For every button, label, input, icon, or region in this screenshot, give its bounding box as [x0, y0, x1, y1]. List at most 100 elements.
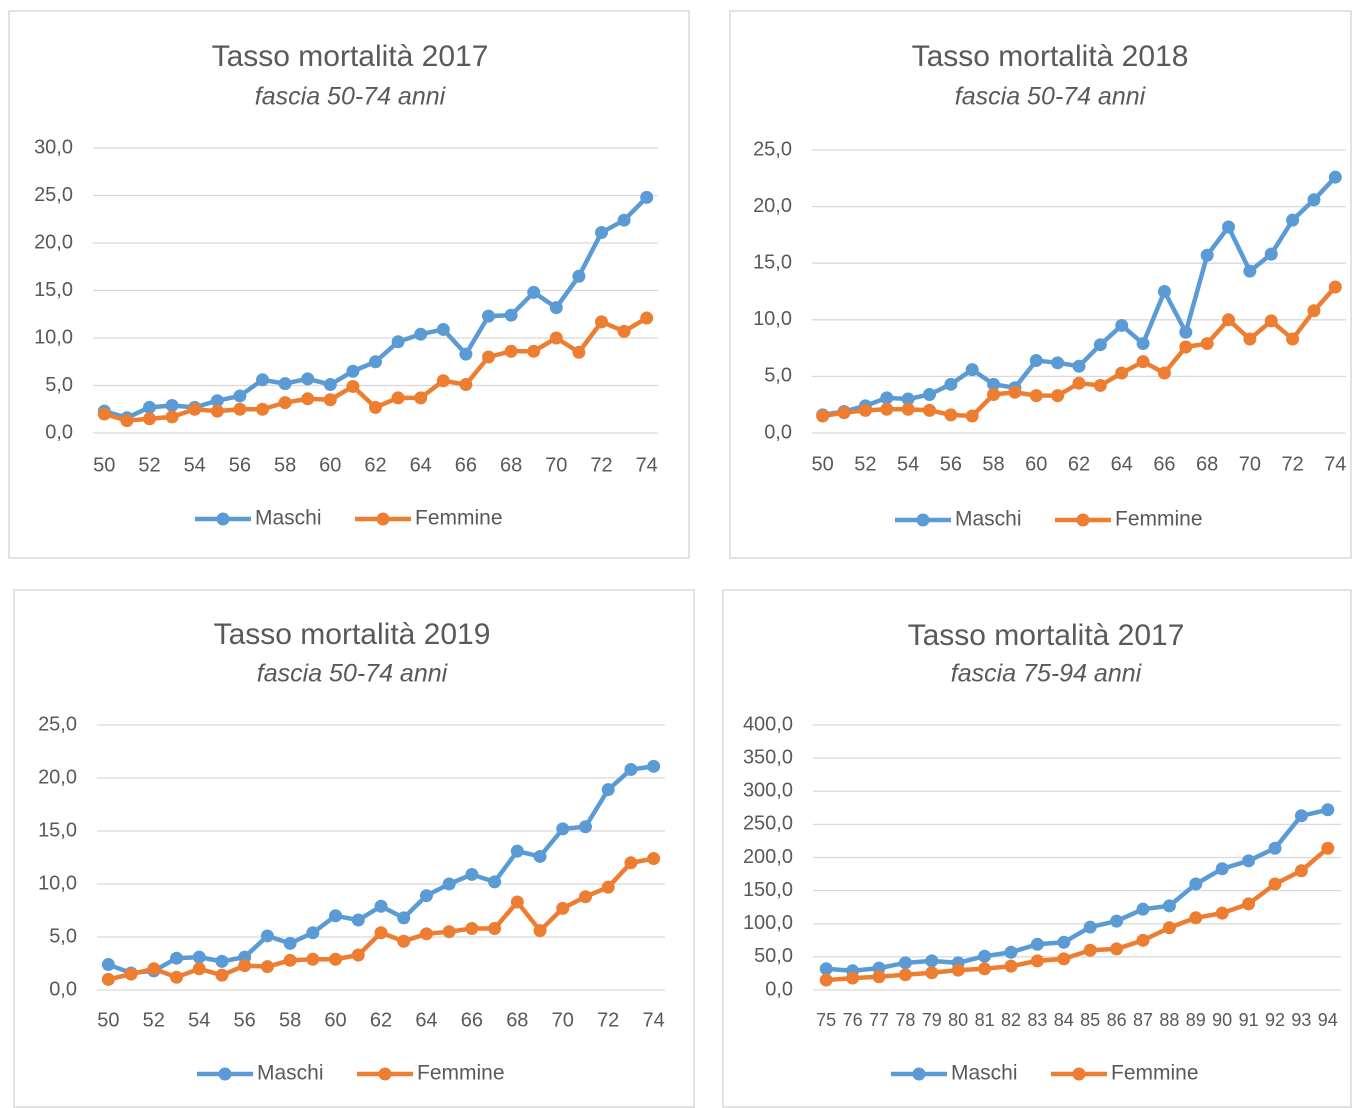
- data-point: [1136, 355, 1150, 369]
- data-point: [323, 378, 337, 392]
- x-tick-label: 60: [1025, 453, 1047, 475]
- data-point: [306, 926, 320, 940]
- data-point: [1307, 193, 1321, 207]
- data-point: [925, 966, 939, 980]
- chart-title: Tasso mortalità 2017: [908, 619, 1185, 652]
- x-tick-label: 83: [1027, 1010, 1047, 1030]
- data-point: [816, 409, 830, 423]
- data-point: [143, 400, 156, 414]
- x-tick-label: 52: [143, 1009, 165, 1031]
- y-tick-label: 0,0: [49, 978, 77, 1000]
- data-point: [510, 844, 524, 858]
- x-tick-label: 72: [597, 1009, 619, 1031]
- data-point: [987, 377, 1001, 391]
- data-point: [329, 952, 343, 966]
- data-point: [1189, 877, 1203, 891]
- x-tick-label: 82: [1001, 1010, 1021, 1030]
- x-tick-label: 54: [184, 454, 206, 476]
- data-point: [1179, 325, 1193, 339]
- data-point: [527, 285, 541, 299]
- data-point: [624, 763, 638, 777]
- data-point: [482, 309, 495, 323]
- legend-label: Femmine: [415, 507, 503, 530]
- legend-label: Maschi: [955, 508, 1022, 531]
- x-tick-label: 54: [897, 453, 919, 475]
- legend-label: Maschi: [257, 1062, 324, 1085]
- data-point: [549, 331, 563, 345]
- data-point: [901, 402, 915, 416]
- y-tick-label: 300,0: [743, 780, 793, 802]
- y-tick-label: 15,0: [34, 279, 73, 301]
- data-point: [256, 402, 269, 416]
- y-tick-label: 30,0: [34, 136, 73, 158]
- x-tick-label: 56: [940, 453, 962, 475]
- x-tick-label: 70: [1239, 453, 1261, 475]
- data-point: [1008, 385, 1022, 399]
- legend-marker: [378, 1067, 392, 1081]
- data-point: [215, 954, 229, 968]
- chart-subtitle: fascia 50-74 anni: [955, 83, 1147, 111]
- data-point: [1242, 897, 1256, 911]
- data-point: [1051, 356, 1065, 370]
- data-point: [880, 402, 894, 416]
- data-point: [351, 948, 365, 962]
- x-tick-label: 50: [812, 453, 834, 475]
- data-point: [965, 409, 979, 423]
- data-point: [1029, 389, 1043, 403]
- data-point: [147, 962, 161, 976]
- data-point: [1294, 864, 1308, 878]
- data-point: [1328, 280, 1342, 294]
- legend-label: Maschi: [951, 1062, 1018, 1085]
- data-point: [101, 958, 115, 972]
- data-point: [1162, 921, 1176, 935]
- data-point: [595, 226, 608, 240]
- data-point: [101, 972, 115, 986]
- data-point: [1072, 359, 1086, 373]
- data-point: [215, 968, 229, 982]
- x-tick-label: 90: [1212, 1010, 1232, 1030]
- x-tick-label: 86: [1107, 1010, 1127, 1030]
- data-point: [97, 407, 111, 421]
- data-point: [351, 913, 365, 927]
- data-point: [527, 344, 541, 358]
- data-point: [617, 324, 631, 338]
- x-tick-label: 91: [1239, 1010, 1259, 1030]
- data-point: [1004, 959, 1018, 973]
- data-point: [1110, 942, 1124, 956]
- data-point: [578, 820, 592, 834]
- x-tick-label: 84: [1054, 1010, 1074, 1030]
- data-point: [369, 400, 382, 414]
- chart-subtitle: fascia 75-94 anni: [951, 660, 1143, 688]
- data-point: [819, 973, 833, 987]
- data-point: [901, 392, 915, 406]
- data-point: [346, 379, 360, 393]
- data-point: [442, 877, 456, 891]
- data-point: [1307, 304, 1321, 318]
- data-point: [165, 410, 179, 424]
- x-tick-label: 74: [1324, 453, 1346, 475]
- data-point: [391, 335, 405, 349]
- data-point: [488, 875, 502, 889]
- x-tick-label: 64: [1111, 453, 1133, 475]
- data-point: [1136, 337, 1150, 351]
- data-point: [238, 959, 252, 973]
- data-point: [1328, 170, 1342, 184]
- chart-title: Tasso mortalità 2019: [214, 618, 491, 651]
- x-tick-label: 58: [274, 454, 296, 476]
- data-point: [323, 393, 337, 407]
- data-point: [1242, 854, 1256, 868]
- data-point: [233, 389, 247, 403]
- legend-marker: [218, 1067, 232, 1081]
- x-tick-label: 88: [1159, 1010, 1179, 1030]
- data-point: [504, 344, 518, 358]
- data-point: [951, 963, 965, 977]
- data-point: [647, 852, 661, 866]
- data-point: [436, 374, 450, 388]
- x-tick-label: 52: [854, 453, 876, 475]
- data-point: [260, 960, 274, 974]
- x-tick-label: 60: [324, 1009, 346, 1031]
- data-point: [1093, 338, 1107, 352]
- legend-marker: [912, 1067, 926, 1081]
- data-point: [124, 967, 138, 981]
